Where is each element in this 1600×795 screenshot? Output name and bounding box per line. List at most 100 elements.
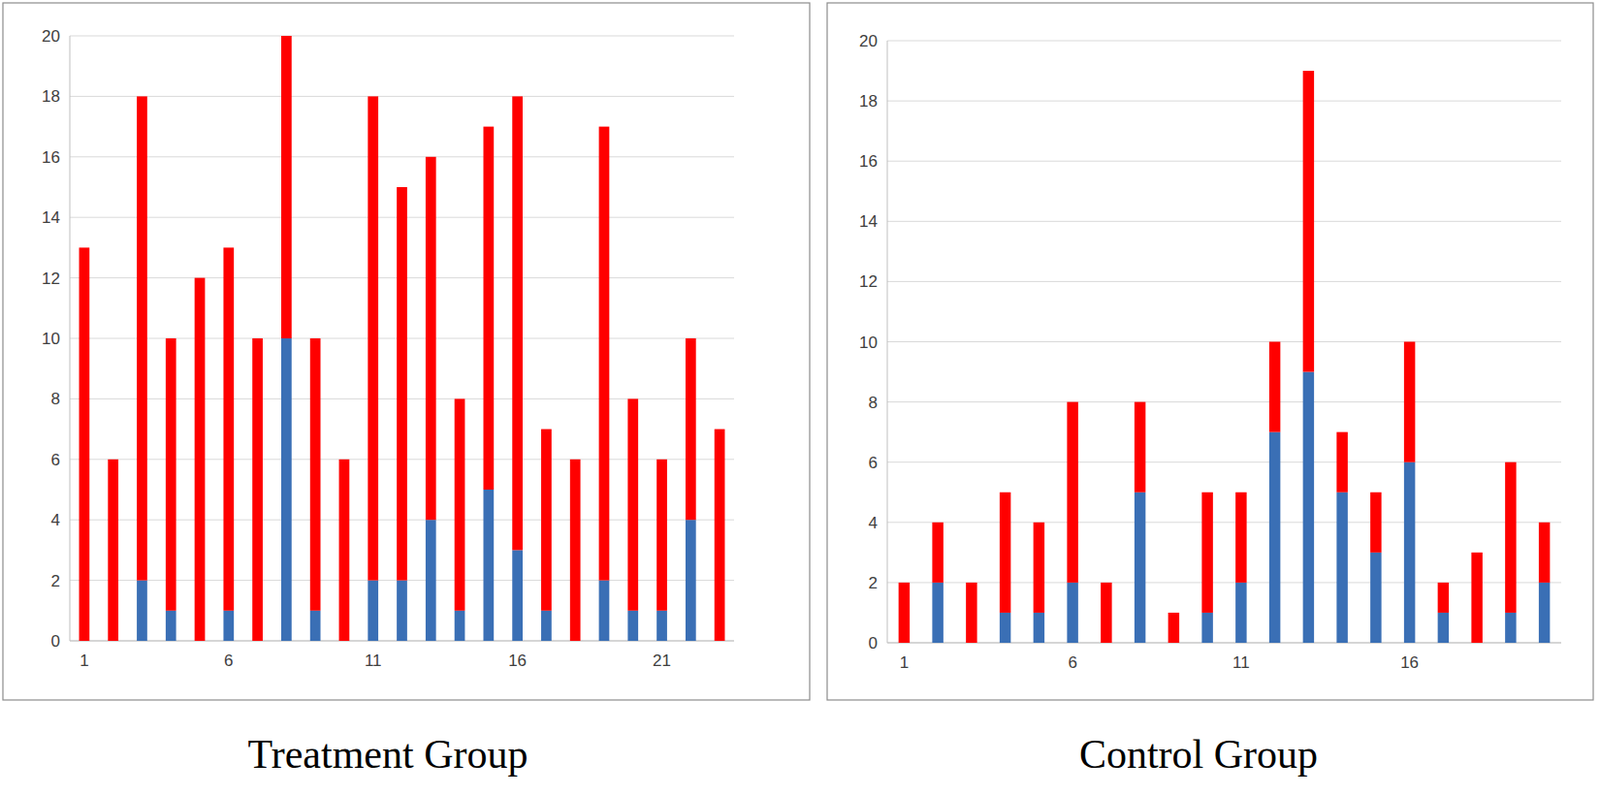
bar-segment [541,610,552,641]
bar-segment [1269,432,1280,643]
bar-segment [1269,342,1280,433]
grid-line [887,581,1562,583]
grid-line [887,401,1562,403]
bar-segment [627,610,639,641]
bar-segment [1066,582,1078,643]
bar-segment [1235,492,1247,583]
x-tick-label: 1 [899,653,909,672]
bar-segment [685,338,697,520]
bar-segment [454,398,466,610]
bar-segment [136,580,148,641]
bar-segment [1404,462,1415,643]
bar-segment [1336,492,1347,643]
bar-segment [1134,492,1146,643]
bar-segment [1538,522,1550,583]
bar-segment [512,96,523,550]
y-tick-label: 12 [859,272,878,291]
y-tick-label: 2 [868,574,878,593]
bar-segment [310,338,321,611]
bars [898,70,1551,643]
grid-line [887,521,1562,523]
bar-segment [310,610,321,641]
bar-segment [1370,552,1381,643]
grid-line [887,281,1562,283]
grid-line [69,156,735,158]
bar-segment [136,96,148,580]
bar-segment [1538,582,1550,643]
y-tick-label: 10 [859,333,878,352]
bar-segment [1168,612,1180,643]
bar-segment [627,398,639,610]
chart-title: Control Group [1079,732,1318,777]
bar-segment [482,127,494,490]
bar-segment [1066,402,1078,583]
bar-segment [1033,612,1045,643]
bar-segment [367,96,379,580]
bar-segment [999,492,1011,613]
bar-segment [599,580,610,641]
bar-segment [512,549,523,641]
y-tick-label: 8 [51,389,61,409]
bar-segment [656,610,668,641]
y-tick-label: 4 [868,513,878,533]
grid-line [887,100,1562,102]
grid-line [69,35,735,37]
chart-panel: 02468101214161820161116 [827,2,1594,701]
grid-line [887,341,1562,343]
chart-frame [2,2,810,701]
bar-segment [425,519,437,641]
bar-segment [223,610,234,641]
x-tick-label: 1 [79,651,89,671]
bar-segment [367,580,379,641]
bar-segment [281,338,292,641]
bar-segment [1438,612,1449,643]
bar-segment [999,612,1011,643]
grid-line [887,221,1562,223]
y-tick-label: 6 [51,450,61,470]
bar-segment [1504,462,1516,613]
chart-frame [827,2,1594,701]
bar-segment [1201,612,1213,643]
page: 0246810121416182016111621Treatment Group… [0,0,1600,795]
y-tick-label: 20 [41,27,61,46]
bar-segment [1404,342,1415,463]
bar-segment [223,247,234,610]
bar-segment [570,459,581,641]
bar-segment [1370,492,1381,553]
y-tick-label: 14 [41,208,61,227]
y-tick-label: 4 [51,511,61,530]
x-tick-label: 11 [364,651,383,671]
bar-segment [339,459,351,641]
y-axis [69,35,71,641]
x-tick-label: 6 [224,651,233,671]
y-tick-label: 2 [51,572,61,591]
grid-line [887,642,1562,644]
bar-segment [1201,492,1213,613]
y-tick-label: 16 [41,148,61,167]
chart-title: Treatment Group [248,732,529,777]
bar-segment [1471,552,1482,643]
bar-segment [1336,432,1347,493]
bar-segment [1504,612,1516,643]
bars [79,35,726,641]
bar-segment [482,489,494,641]
y-tick-label: 16 [859,152,878,171]
bar-segment [425,157,437,520]
bar-segment [165,338,177,611]
bar-segment [252,338,263,641]
bar-segment [1033,522,1045,613]
chart-panel: 0246810121416182016111621 [2,2,810,701]
y-tick-label: 20 [859,32,878,51]
bar-segment [1134,402,1146,493]
x-tick-label: 21 [652,651,672,671]
y-tick-label: 0 [868,634,878,653]
bar-segment [1100,582,1112,643]
y-tick-label: 18 [41,87,61,106]
bar-segment [281,35,292,339]
bar-segment [1235,582,1247,643]
bar-segment [656,459,668,611]
y-tick-label: 14 [859,212,878,231]
bar-segment [931,522,943,583]
bar-segment [107,459,119,641]
bar-segment [1438,582,1449,613]
